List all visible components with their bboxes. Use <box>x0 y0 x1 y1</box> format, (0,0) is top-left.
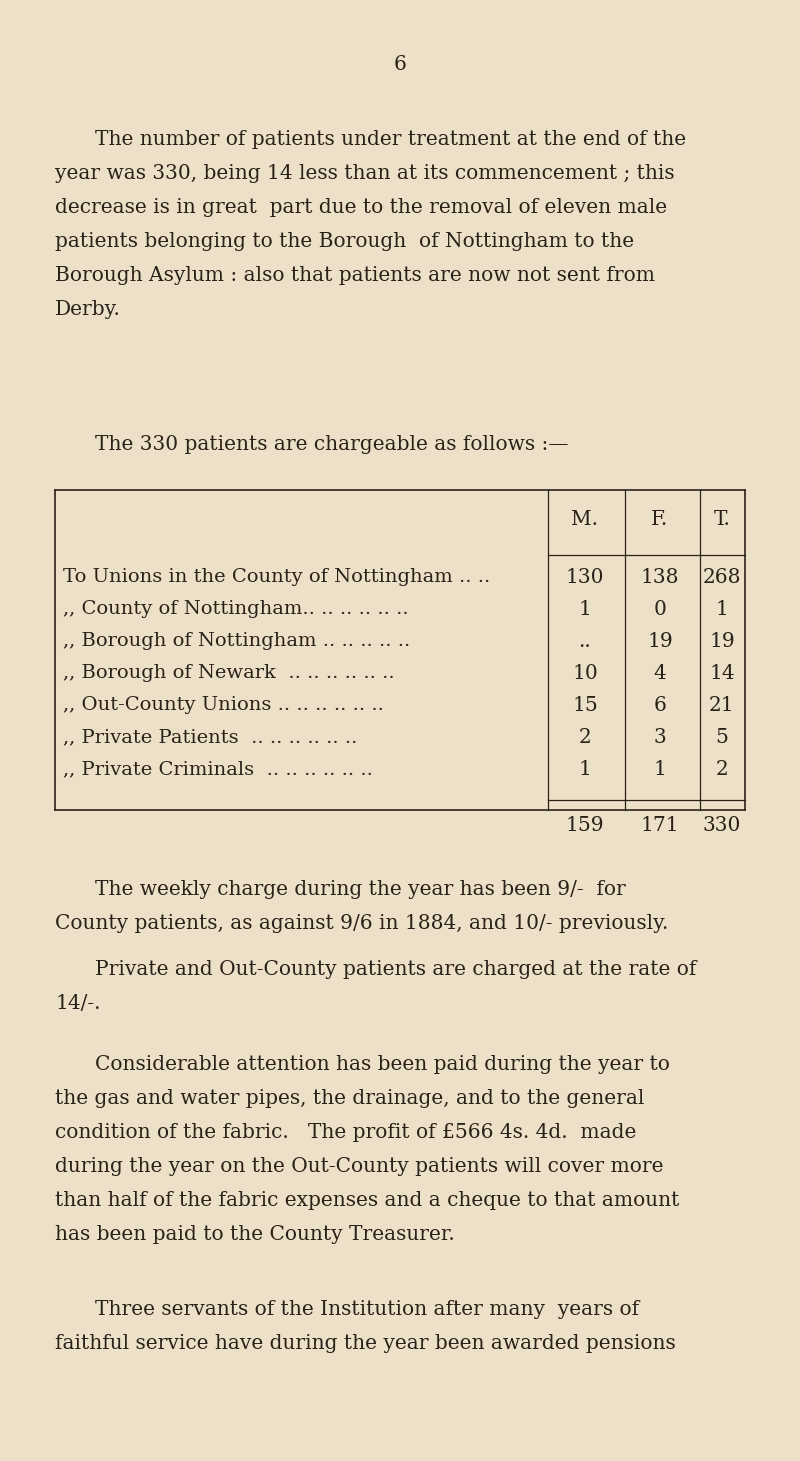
Text: Three servants of the Institution after many  years of: Three servants of the Institution after … <box>95 1300 639 1319</box>
Text: 1: 1 <box>715 600 729 619</box>
Text: than half of the fabric expenses and a cheque to that amount: than half of the fabric expenses and a c… <box>55 1191 679 1210</box>
Text: ,, Borough of Newark  .. .. .. .. .. ..: ,, Borough of Newark .. .. .. .. .. .. <box>63 663 394 682</box>
Text: 14: 14 <box>709 663 735 682</box>
Text: 330: 330 <box>703 817 741 836</box>
Text: 0: 0 <box>654 600 666 619</box>
Text: 5: 5 <box>715 728 729 747</box>
Text: 2: 2 <box>578 728 591 747</box>
Text: ,, Borough of Nottingham .. .. .. .. ..: ,, Borough of Nottingham .. .. .. .. .. <box>63 633 410 650</box>
Text: M.: M. <box>571 510 598 529</box>
Text: 171: 171 <box>641 817 679 836</box>
Text: County patients, as against 9/6 in 1884, and 10/- previously.: County patients, as against 9/6 in 1884,… <box>55 915 668 934</box>
Text: Private and Out-County patients are charged at the rate of: Private and Out-County patients are char… <box>95 960 696 979</box>
Text: The 330 patients are chargeable as follows :—: The 330 patients are chargeable as follo… <box>95 435 569 454</box>
Text: ,, Private Patients  .. .. .. .. .. ..: ,, Private Patients .. .. .. .. .. .. <box>63 728 358 747</box>
Text: 268: 268 <box>702 568 742 587</box>
Text: has been paid to the County Treasurer.: has been paid to the County Treasurer. <box>55 1224 454 1243</box>
Text: condition of the fabric.   The profit of £566 4s. 4d.  made: condition of the fabric. The profit of £… <box>55 1124 636 1143</box>
Text: 159: 159 <box>566 817 604 836</box>
Text: 6: 6 <box>394 56 406 75</box>
Text: faithful service have during the year been awarded pensions: faithful service have during the year be… <box>55 1334 676 1353</box>
Text: ..: .. <box>578 633 591 652</box>
Text: 4: 4 <box>654 663 666 682</box>
Text: To Unions in the County of Nottingham .. ..: To Unions in the County of Nottingham ..… <box>63 568 490 586</box>
Text: T.: T. <box>714 510 730 529</box>
Text: 6: 6 <box>654 695 666 714</box>
Text: 15: 15 <box>572 695 598 714</box>
Text: 2: 2 <box>716 760 728 779</box>
Text: ,, County of Nottingham.. .. .. .. .. ..: ,, County of Nottingham.. .. .. .. .. .. <box>63 600 409 618</box>
Text: 21: 21 <box>709 695 735 714</box>
Text: 3: 3 <box>654 728 666 747</box>
Text: 1: 1 <box>578 760 591 779</box>
Text: The weekly charge during the year has been 9/-  for: The weekly charge during the year has be… <box>95 880 626 899</box>
Text: 14/-.: 14/-. <box>55 993 101 1012</box>
Text: 10: 10 <box>572 663 598 682</box>
Text: 130: 130 <box>566 568 604 587</box>
Text: decrease is in great  part due to the removal of eleven male: decrease is in great part due to the rem… <box>55 199 667 218</box>
Text: 1: 1 <box>578 600 591 619</box>
Text: year was 330, being 14 less than at its commencement ; this: year was 330, being 14 less than at its … <box>55 164 674 183</box>
Text: 19: 19 <box>647 633 673 652</box>
Text: 138: 138 <box>641 568 679 587</box>
Text: 1: 1 <box>654 760 666 779</box>
Text: ,, Private Criminals  .. .. .. .. .. ..: ,, Private Criminals .. .. .. .. .. .. <box>63 760 373 779</box>
Text: ,, Out-County Unions .. .. .. .. .. ..: ,, Out-County Unions .. .. .. .. .. .. <box>63 695 384 714</box>
Text: Derby.: Derby. <box>55 300 121 318</box>
Text: F.: F. <box>651 510 669 529</box>
Text: the gas and water pipes, the drainage, and to the general: the gas and water pipes, the drainage, a… <box>55 1088 644 1107</box>
Text: during the year on the Out-County patients will cover more: during the year on the Out-County patien… <box>55 1157 663 1176</box>
Text: The number of patients under treatment at the end of the: The number of patients under treatment a… <box>95 130 686 149</box>
Text: patients belonging to the Borough  of Nottingham to the: patients belonging to the Borough of Not… <box>55 232 634 251</box>
Text: 19: 19 <box>709 633 735 652</box>
Text: Considerable attention has been paid during the year to: Considerable attention has been paid dur… <box>95 1055 670 1074</box>
Text: Borough Asylum : also that patients are now not sent from: Borough Asylum : also that patients are … <box>55 266 655 285</box>
